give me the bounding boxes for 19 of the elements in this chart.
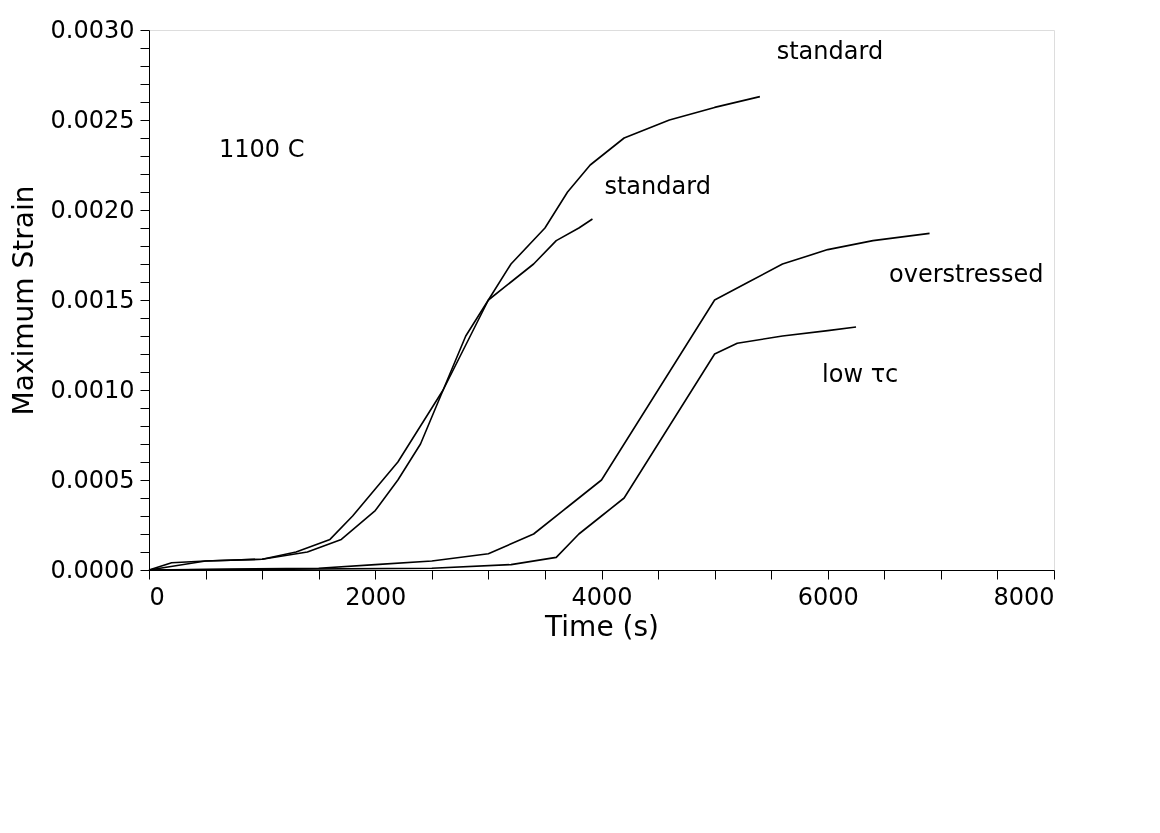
series-label: low τc [822,360,899,388]
x-axis-title: Time (s) [544,609,659,643]
x-tick-label: 0 [149,582,165,611]
y-tick-label: 0.0000 [50,555,135,584]
series-label: standard [776,36,884,65]
y-tick-label: 0.0015 [50,285,135,314]
y-tick-label: 0.0010 [50,375,135,404]
y-axis-title: Maximum Strain [6,185,40,416]
x-tick-label: 6000 [797,582,859,611]
x-tick-label: 4000 [571,582,633,611]
annotation: 1100 C [219,135,305,163]
series-label: standard [604,172,711,200]
y-tick-label: 0.0030 [50,15,135,44]
series-label: overstressed [889,260,1044,289]
y-tick-label: 0.0005 [50,465,135,494]
x-tick-label: 8000 [993,582,1055,611]
y-tick-label: 0.0025 [50,105,135,134]
x-tick-label: 2000 [345,582,407,611]
y-tick-label: 0.0020 [50,195,135,224]
